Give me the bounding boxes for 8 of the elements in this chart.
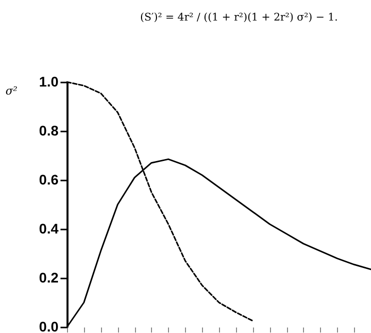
y-tick-label: 1.0 [39,74,59,90]
y-tick-label: 0.2 [39,270,59,286]
y-tick-label: 0.8 [39,122,59,138]
y-tick-label: 0.4 [39,220,59,236]
y-axis-title: σ² [6,84,18,98]
chart-title: (S′)² = 4r² / ((1 + r²)(1 + 2r²) σ²) − 1. [140,12,338,24]
y-tick-label: 0.0 [39,318,59,333]
y-tick-label: 0.6 [39,172,59,188]
